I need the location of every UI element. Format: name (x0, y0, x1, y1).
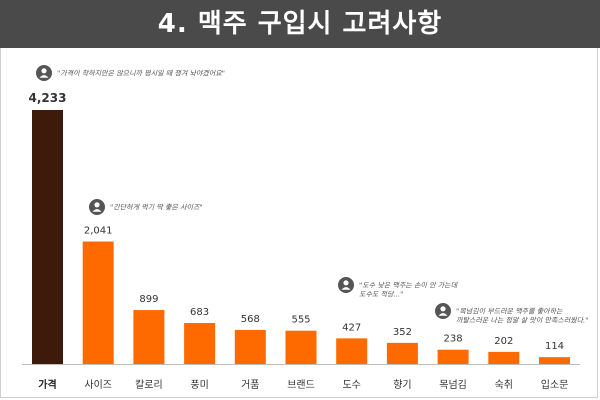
category-label: 거품 (241, 379, 259, 391)
bar-3 (133, 310, 165, 364)
bar-11 (539, 357, 570, 364)
title-bar: 4. 맥주 구입시 고려사항 (0, 0, 600, 48)
category-label: 도수 (342, 379, 360, 391)
bar-2 (82, 241, 114, 364)
value-label: 352 (393, 327, 412, 338)
value-label: 202 (494, 336, 513, 347)
annotation-quote: 도수도 적당..." (359, 291, 403, 299)
category-label: 숙취 (495, 379, 513, 391)
bar-7 (336, 338, 368, 364)
bar-9 (437, 349, 469, 364)
value-label: 899 (139, 294, 158, 305)
category-label: 입소문 (541, 378, 569, 391)
annotation-quote: "목넘김이 부드러운 맥주를 좋아하는 (456, 308, 563, 316)
value-label: 4,233 (29, 91, 67, 105)
bar-5 (234, 329, 266, 364)
user-icon (89, 199, 105, 215)
bar-10 (488, 351, 520, 364)
bar-6 (285, 330, 317, 364)
annotation-quote: "간단하게 먹기 딱 좋은 사이즈" (110, 204, 203, 212)
page-title: 4. 맥주 구입시 고려사항 (157, 9, 443, 39)
annotation-quote: "가격이 착하지만은 않으니까 평시일 때 쟁겨 놔야겠어요" (57, 70, 225, 78)
value-label: 238 (444, 334, 463, 345)
category-label: 칼로리 (135, 378, 163, 391)
category-label: 향기 (393, 379, 411, 391)
category-label: 브랜드 (287, 379, 315, 391)
value-label: 568 (241, 314, 260, 325)
value-label: 555 (291, 315, 310, 326)
category-label: 사이즈 (84, 379, 112, 391)
user-icon (36, 65, 52, 81)
value-label: 114 (545, 341, 564, 352)
category-label: 풍미 (190, 379, 208, 391)
bar-4 (184, 323, 216, 364)
value-label: 683 (190, 307, 209, 318)
user-icon (338, 277, 354, 293)
category-label: 목넘김 (439, 379, 467, 391)
value-label: 427 (342, 322, 361, 333)
annotation-quote: 까탈스러운 나는 정말 살 맛이 만족스러웠다." (456, 317, 589, 325)
bar-1 (32, 110, 63, 364)
annotation-quote: "도수 낮은 맥주는 손이 안 가는데 (359, 282, 459, 290)
user-icon (435, 303, 451, 319)
bar-8 (386, 342, 418, 364)
category-label: 가격 (38, 378, 56, 391)
value-label: 2,041 (84, 226, 113, 237)
